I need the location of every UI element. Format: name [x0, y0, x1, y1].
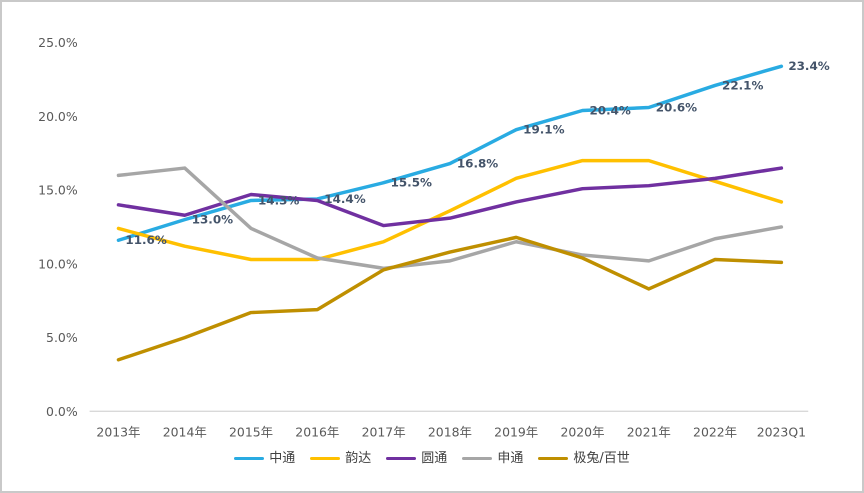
series-line-1 [116, 158, 784, 262]
x-axis-tick-label: 2018年 [428, 424, 472, 439]
x-axis-tick-label: 2022年 [693, 424, 737, 439]
legend-line-swatch [386, 456, 417, 461]
legend-line-swatch [538, 456, 569, 461]
x-axis-tick-label: 2015年 [229, 424, 273, 439]
x-axis-tick-label: 2023Q1 [757, 424, 806, 439]
data-label: 13.0% [192, 213, 233, 227]
data-label: 22.1% [722, 78, 763, 92]
data-label: 23.4% [788, 59, 829, 73]
y-axis-tick-label: 0.0% [46, 404, 78, 419]
data-label: 14.4% [324, 192, 365, 206]
legend-item-4: 极兔/百世 [538, 451, 630, 466]
data-label: 14.3% [258, 193, 299, 207]
data-label: 20.6% [656, 101, 697, 115]
y-axis-tick-label: 10.0% [38, 256, 78, 271]
legend-label: 申通 [497, 451, 524, 466]
data-label: 16.8% [457, 157, 498, 171]
x-axis-tick-label: 2013年 [96, 424, 140, 439]
y-axis-tick-label: 20.0% [38, 109, 78, 124]
legend-line-swatch [462, 456, 493, 461]
data-label: 20.4% [589, 103, 630, 117]
series-line-3 [116, 166, 784, 271]
x-axis-tick-label: 2014年 [163, 424, 207, 439]
data-label: 19.1% [523, 123, 564, 137]
legend-item-0: 中通 [234, 452, 295, 465]
legend-label: 韵达 [345, 451, 372, 466]
data-label: 15.5% [391, 176, 432, 190]
legend-label: 极兔/百世 [573, 451, 630, 466]
x-axis-tick-label: 2017年 [362, 424, 406, 439]
legend-label: 圆通 [421, 451, 448, 466]
x-axis-tick-label: 2016年 [295, 424, 339, 439]
legend-item-3: 申通 [462, 452, 523, 465]
legend-label: 中通 [269, 451, 296, 466]
y-axis-tick-label: 25.0% [38, 35, 78, 50]
legend-line-swatch [234, 456, 265, 461]
series-line-2 [116, 166, 784, 228]
x-axis-tick-label: 2021年 [627, 424, 671, 439]
legend-item-2: 圆通 [386, 452, 447, 465]
y-axis-tick-label: 15.0% [38, 183, 78, 198]
x-axis-tick-label: 2019年 [494, 424, 538, 439]
legend-line-swatch [310, 456, 341, 461]
chart-legend: 中通 韵达 圆通 申通 极兔/百世 [2, 452, 862, 465]
data-label: 11.6% [125, 233, 166, 247]
x-axis-tick-label: 2020年 [560, 424, 604, 439]
y-axis-tick-label: 5.0% [46, 330, 78, 345]
legend-item-1: 韵达 [310, 452, 371, 465]
series-line-4 [116, 235, 784, 362]
